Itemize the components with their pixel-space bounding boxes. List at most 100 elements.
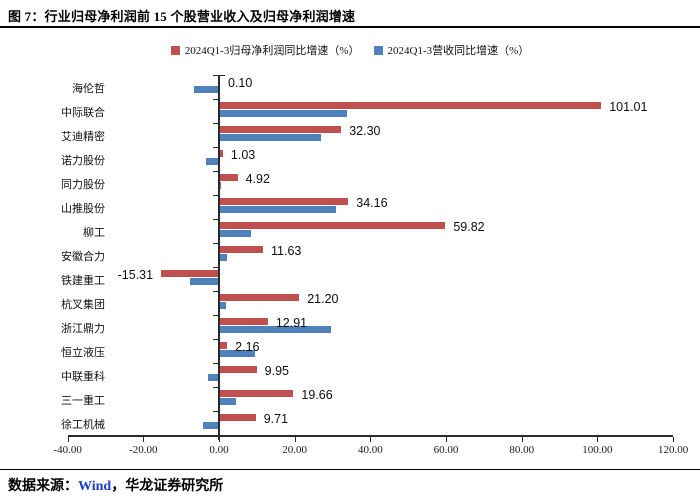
y-axis-line — [218, 75, 220, 440]
x-axis-tick — [67, 437, 69, 442]
data-label: 9.95 — [264, 364, 289, 378]
data-label: 34.16 — [356, 196, 388, 210]
bar-revenue-growth — [189, 278, 219, 285]
x-tick-label: 120.00 — [657, 444, 689, 456]
data-label: 101.01 — [609, 100, 648, 114]
x-axis-line — [67, 435, 674, 437]
bar-net-profit-growth — [219, 198, 349, 205]
y-axis-tick — [213, 339, 218, 340]
data-label: 21.20 — [307, 292, 339, 306]
category-label: 三一重工 — [61, 395, 105, 407]
bar-net-profit-growth — [219, 414, 256, 421]
y-axis-tick — [213, 171, 218, 172]
y-axis-tick — [213, 147, 218, 148]
legend-swatch-icon — [170, 45, 180, 55]
category-label: 铁建重工 — [61, 275, 105, 287]
y-axis-tick — [213, 363, 218, 364]
bar-revenue-growth — [219, 350, 255, 357]
x-tick-label: 40.00 — [357, 444, 383, 456]
y-axis-tick — [213, 267, 218, 268]
data-label: 2.16 — [235, 340, 260, 354]
x-tick-label: 60.00 — [433, 444, 459, 456]
data-label: 32.30 — [349, 124, 381, 138]
bar-net-profit-growth — [219, 342, 228, 349]
bar-revenue-growth — [208, 374, 219, 381]
y-axis-tick — [213, 411, 218, 412]
x-tick-label: 80.00 — [509, 444, 535, 456]
category-label: 徐工机械 — [61, 419, 105, 431]
x-tick-label: 100.00 — [582, 444, 613, 456]
bar-revenue-growth — [206, 158, 219, 165]
bar-revenue-growth — [194, 86, 219, 93]
source-suffix: ，华龙证券研究所 — [111, 479, 224, 494]
y-axis-tick — [213, 315, 218, 316]
data-label: 11.63 — [271, 244, 302, 258]
data-label: 59.82 — [453, 220, 485, 234]
bar-net-profit-growth — [219, 246, 263, 253]
x-axis-tick — [370, 437, 372, 442]
category-label: 安徽合力 — [61, 251, 105, 263]
bar-net-profit-growth — [219, 222, 446, 229]
data-source-note: 数据来源：Wind，华龙证券研究所 — [8, 475, 223, 495]
bar-net-profit-growth — [219, 150, 223, 157]
category-label: 恒立液压 — [61, 347, 105, 359]
category-label: 柳工 — [83, 227, 105, 239]
category-label: 诺力股份 — [61, 155, 105, 167]
bar-net-profit-growth — [219, 318, 268, 325]
bar-net-profit-growth — [219, 294, 300, 301]
bar-revenue-growth — [219, 134, 321, 141]
bar-revenue-growth — [219, 110, 348, 117]
x-axis-tick — [446, 437, 448, 442]
legend-item-0: 2024Q1-3归母净利润同比增速（%） — [170, 42, 360, 58]
footer-divider — [0, 469, 700, 470]
bar-revenue-growth — [203, 422, 219, 429]
bar-revenue-growth — [219, 302, 226, 309]
category-label: 艾迪精密 — [61, 131, 105, 143]
data-label: 9.71 — [263, 412, 289, 426]
bar-revenue-growth — [219, 398, 237, 405]
category-label: 浙江鼎力 — [61, 323, 105, 335]
x-axis-tick — [521, 437, 523, 442]
y-axis-tick — [213, 291, 218, 292]
bar-net-profit-growth — [219, 366, 257, 373]
x-axis-tick — [219, 437, 220, 442]
y-axis-tick — [213, 387, 218, 388]
x-tick-label: 20.00 — [282, 444, 308, 456]
x-axis-tick — [294, 437, 296, 442]
y-axis-tick — [213, 195, 218, 196]
category-label: 中际联合 — [61, 107, 105, 119]
data-label: 4.92 — [245, 172, 270, 186]
bar-net-profit-growth — [161, 270, 219, 277]
category-label: 中联重科 — [61, 371, 105, 383]
category-label: 杭叉集团 — [61, 299, 105, 311]
legend-item-1: 2024Q1-3营收同比增速（%） — [373, 42, 530, 58]
bar-revenue-growth — [219, 230, 252, 237]
y-axis-tick — [213, 75, 218, 76]
category-label: 山推股份 — [61, 203, 105, 215]
y-axis-tick — [213, 219, 218, 220]
bar-revenue-growth — [219, 326, 331, 333]
title-divider — [0, 26, 700, 28]
y-axis-tick — [213, 243, 218, 244]
category-label: 同力股份 — [61, 179, 105, 191]
legend-label: 2024Q1-3营收同比增速（%） — [387, 45, 530, 57]
legend-label: 2024Q1-3归母净利润同比增速（%） — [184, 45, 360, 57]
bar-net-profit-growth — [219, 390, 294, 397]
data-label: 0.10 — [228, 76, 253, 90]
bar-net-profit-growth — [219, 174, 238, 181]
source-prefix: 数据来源： — [8, 479, 78, 494]
bar-net-profit-growth — [219, 126, 342, 133]
bar-revenue-growth — [219, 206, 336, 213]
y-axis-tick — [213, 123, 218, 124]
chart-legend: 2024Q1-3归母净利润同比增速（%） 2024Q1-3营收同比增速（%） — [0, 42, 700, 58]
legend-swatch-icon — [373, 45, 383, 55]
x-axis-tick — [143, 437, 145, 442]
category-label: 海伦哲 — [72, 83, 105, 95]
data-label: 19.66 — [301, 388, 333, 402]
data-label: -15.31 — [117, 268, 154, 282]
x-axis-tick — [597, 437, 599, 442]
x-tick-label: -20.00 — [129, 444, 158, 456]
bar-net-profit-growth — [219, 102, 602, 109]
